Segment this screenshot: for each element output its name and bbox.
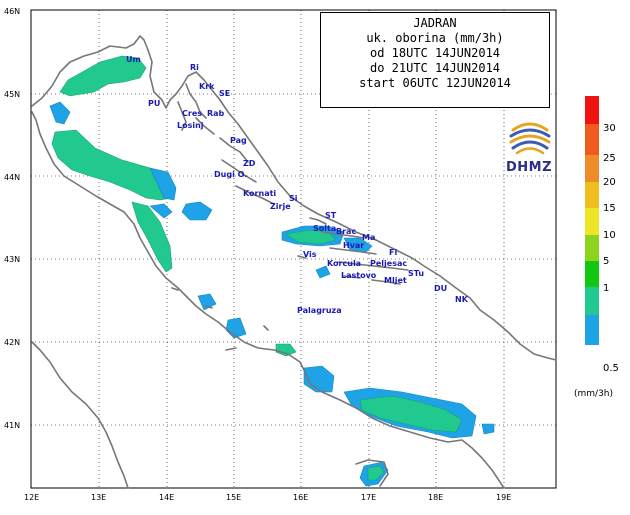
legend-swatch: [585, 96, 599, 124]
lon-label: 13E: [91, 493, 106, 502]
forecast-info-box: JADRAN uk. oborina (mm/3h) od 18UTC 14JU…: [320, 12, 550, 108]
logo-text: DHMZ: [506, 160, 553, 175]
place-label: Losinj: [177, 121, 204, 130]
dhmz-logo-icon: [509, 122, 551, 155]
place-labels: Um Ri Krk SE PU Cres Rab Losinj Pag ZD D…: [126, 55, 469, 315]
legend-label: 15: [603, 203, 616, 214]
legend-label: 25: [603, 153, 616, 164]
place-label: Brac: [336, 227, 356, 236]
legend-swatch: [585, 261, 599, 287]
legend-swatch: [585, 155, 599, 182]
place-label: Kornati: [243, 189, 276, 198]
place-label: Krk: [199, 82, 215, 91]
place-label: Cres: [182, 109, 202, 118]
legend-label: 10: [603, 230, 616, 241]
lon-label: 18E: [428, 493, 443, 502]
legend-unit: (mm/3h): [574, 389, 614, 399]
place-label: Dugi O.: [214, 170, 247, 179]
lat-label: 45N: [4, 90, 20, 99]
latitude-labels: 46N 45N 44N 43N 42N 41N: [4, 7, 20, 430]
precipitation-areas: [49, 55, 495, 487]
place-label: Um: [126, 55, 141, 64]
lon-label: 12E: [24, 493, 39, 502]
legend-swatch: [585, 182, 599, 208]
info-line-quantity: uk. oborina (mm/3h): [366, 31, 504, 45]
info-line-start: start 06UTC 12JUN2014: [359, 76, 511, 90]
place-label: STu: [408, 269, 424, 278]
longitude-labels: 12E 13E 14E 15E 16E 17E 18E 19E: [24, 493, 511, 502]
legend-label: 5: [603, 256, 610, 267]
place-label: Peljesac: [370, 259, 407, 268]
legend-label: 20: [603, 177, 616, 188]
legend-swatch: [585, 287, 599, 315]
info-line-to: do 21UTC 14JUN2014: [369, 61, 501, 75]
lon-label: 19E: [496, 493, 511, 502]
lon-label: 15E: [226, 493, 241, 502]
place-label: Zirje: [270, 202, 291, 211]
place-label: Mljet: [384, 276, 407, 285]
place-label: Ma: [362, 233, 375, 242]
legend-label: 30: [603, 123, 616, 134]
legend-label: 1: [603, 283, 610, 294]
lat-label: 43N: [4, 255, 20, 264]
info-line-from: od 18UTC 14JUN2014: [369, 46, 501, 60]
coastlines: [31, 35, 557, 489]
lat-label: 44N: [4, 173, 20, 182]
legend-swatch: [585, 235, 599, 261]
place-label: PU: [148, 99, 160, 108]
legend-swatch: [585, 208, 599, 235]
place-label: Lastovo: [341, 271, 377, 280]
place-label: SE: [219, 89, 230, 98]
info-line-region: JADRAN: [413, 16, 457, 30]
place-label: ZD: [243, 159, 256, 168]
map-frame: [30, 9, 557, 489]
legend-label: 0.5: [603, 363, 619, 374]
lat-label: 41N: [4, 421, 20, 430]
legend-swatch: [585, 315, 599, 345]
place-label: Hvar: [343, 241, 364, 250]
place-label: ST: [325, 211, 337, 220]
place-label: Rab: [207, 109, 225, 118]
lon-label: 16E: [293, 493, 308, 502]
lat-label: 46N: [4, 7, 20, 16]
place-label: Pag: [230, 136, 247, 145]
lon-label: 14E: [159, 493, 174, 502]
lon-label: 17E: [361, 493, 376, 502]
place-label: Ri: [190, 63, 199, 72]
place-label: DU: [434, 284, 447, 293]
place-label: Vis: [303, 250, 317, 259]
place-label: NK: [455, 295, 469, 304]
place-label: Solta: [313, 224, 336, 233]
place-label: Fi: [389, 248, 397, 257]
legend-swatch: [585, 124, 599, 155]
lat-label: 42N: [4, 338, 20, 347]
place-label: Palagruza: [297, 306, 342, 315]
place-label: Korcula: [327, 259, 361, 268]
place-label: Si: [289, 194, 298, 203]
